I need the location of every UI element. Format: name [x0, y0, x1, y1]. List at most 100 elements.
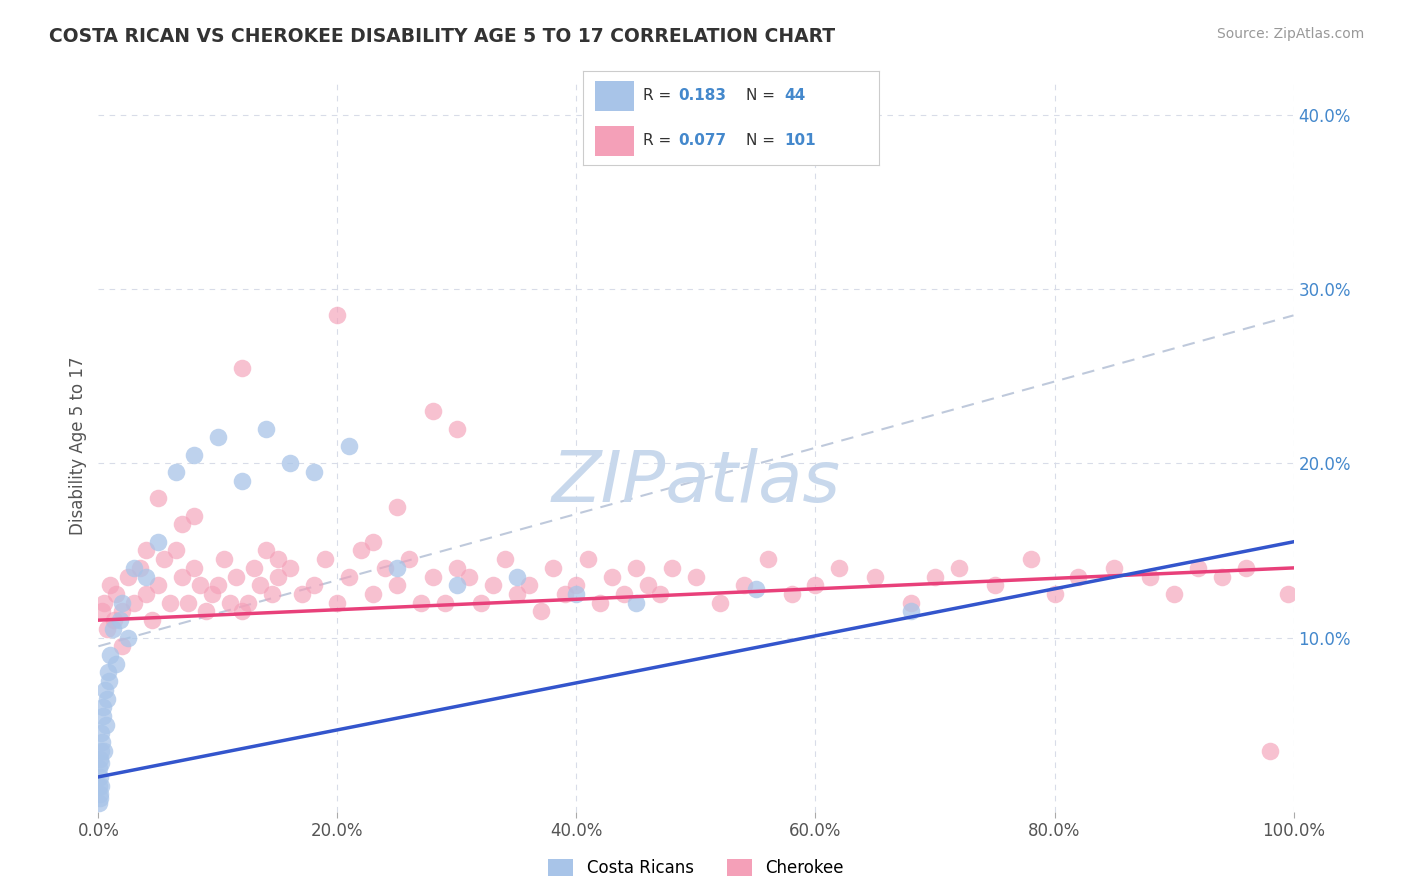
Point — [291, 587, 314, 601]
Point — [231, 604, 253, 618]
Point — [554, 587, 576, 601]
Y-axis label: Disability Age 5 to 17: Disability Age 5 to 17 — [69, 357, 87, 535]
Point — [828, 561, 851, 575]
Point — [201, 587, 224, 601]
Text: N =: N = — [747, 88, 780, 103]
Point — [446, 561, 468, 575]
Point — [98, 674, 121, 689]
Point — [637, 578, 659, 592]
Point — [506, 587, 529, 601]
Point — [709, 596, 731, 610]
Point — [900, 596, 922, 610]
Legend: Costa Ricans, Cherokee: Costa Ricans, Cherokee — [541, 853, 851, 884]
Point — [225, 569, 247, 583]
Point — [89, 796, 111, 810]
Point — [177, 596, 200, 610]
Point — [89, 790, 111, 805]
Point — [626, 596, 648, 610]
Point — [98, 648, 122, 662]
Point — [385, 578, 409, 592]
Point — [494, 552, 516, 566]
Point — [105, 657, 128, 671]
Point — [900, 604, 922, 618]
Point — [613, 587, 636, 601]
Point — [422, 404, 444, 418]
Point — [91, 604, 114, 618]
Text: R =: R = — [643, 133, 676, 148]
Point — [87, 779, 110, 793]
Point — [1067, 569, 1090, 583]
Point — [267, 552, 290, 566]
Text: N =: N = — [747, 133, 780, 148]
Point — [236, 596, 259, 610]
Point — [183, 561, 205, 575]
Point — [124, 596, 146, 610]
Point — [172, 517, 194, 532]
Point — [183, 508, 205, 523]
Point — [91, 735, 114, 749]
Point — [219, 596, 242, 610]
Point — [103, 613, 125, 627]
Point — [626, 561, 648, 575]
Point — [135, 543, 157, 558]
Text: ZIPatlas: ZIPatlas — [551, 448, 841, 517]
Point — [159, 596, 181, 610]
Point — [195, 604, 218, 618]
Point — [422, 569, 444, 583]
Point — [101, 622, 124, 636]
Point — [482, 578, 505, 592]
Point — [108, 613, 131, 627]
Point — [446, 421, 468, 435]
Point — [90, 744, 112, 758]
Point — [183, 448, 205, 462]
Point — [141, 613, 163, 627]
Point — [470, 596, 492, 610]
Point — [565, 587, 588, 601]
Point — [363, 587, 385, 601]
Point — [434, 596, 457, 610]
Point — [804, 578, 827, 592]
Point — [148, 534, 170, 549]
Point — [1234, 561, 1257, 575]
Text: 44: 44 — [785, 88, 806, 103]
Point — [148, 578, 170, 592]
Point — [278, 457, 301, 471]
Point — [111, 640, 134, 654]
Point — [506, 569, 529, 583]
Point — [94, 717, 117, 731]
Point — [602, 569, 624, 583]
Point — [188, 578, 211, 592]
Point — [249, 578, 271, 592]
Point — [212, 552, 235, 566]
Point — [96, 622, 118, 636]
Point — [302, 578, 325, 592]
Point — [733, 578, 755, 592]
Point — [350, 543, 373, 558]
Point — [1104, 561, 1126, 575]
Point — [865, 569, 887, 583]
Point — [243, 561, 266, 575]
Point — [530, 604, 553, 618]
Point — [260, 587, 283, 601]
Point — [153, 552, 176, 566]
Point — [458, 569, 481, 583]
Point — [756, 552, 779, 566]
Point — [105, 587, 128, 601]
Point — [93, 744, 115, 758]
Point — [984, 578, 1007, 592]
Point — [91, 709, 114, 723]
Point — [650, 587, 672, 601]
Point — [326, 596, 349, 610]
Point — [278, 561, 301, 575]
Point — [541, 561, 564, 575]
Point — [339, 439, 361, 453]
Point — [385, 500, 409, 514]
Point — [111, 596, 134, 610]
Point — [254, 543, 277, 558]
Point — [302, 465, 325, 479]
Point — [111, 604, 134, 618]
Point — [96, 691, 118, 706]
Point — [135, 569, 157, 583]
Point — [1211, 569, 1233, 583]
Text: R =: R = — [643, 88, 676, 103]
